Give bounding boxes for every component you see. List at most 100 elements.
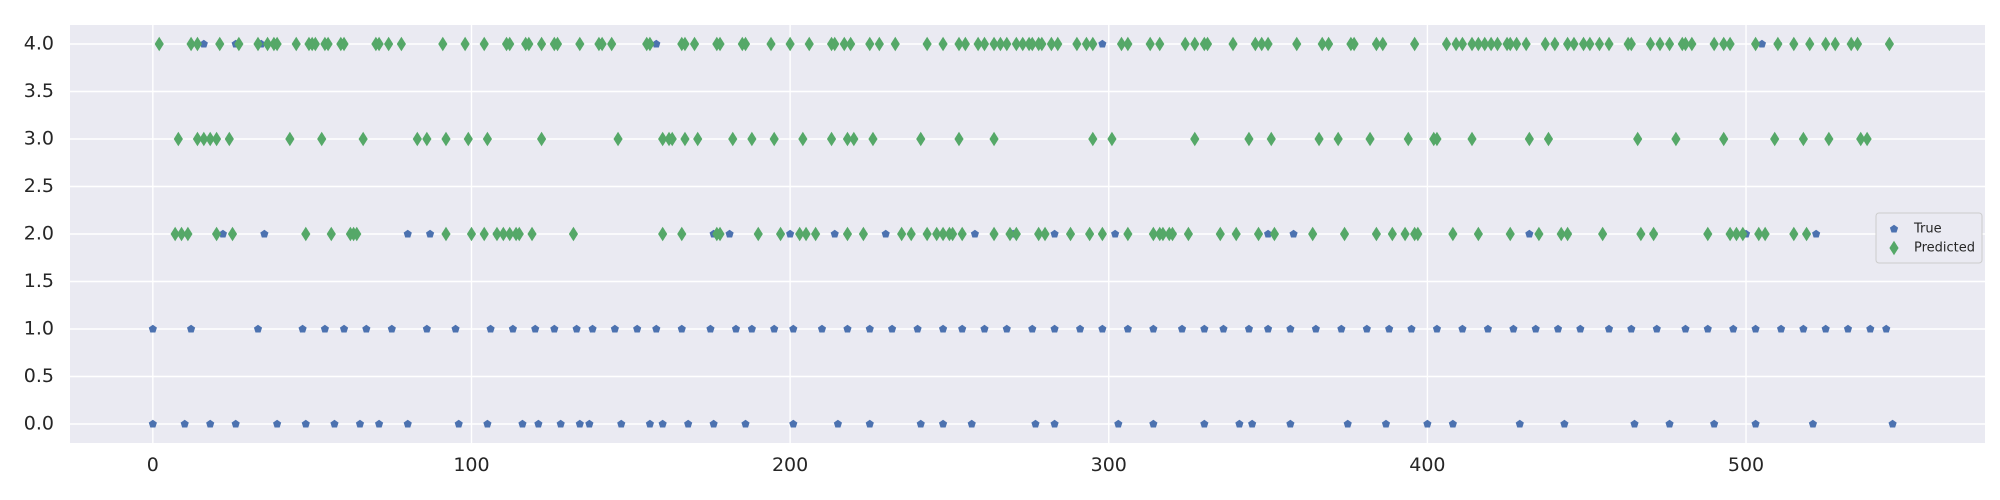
series-true <box>148 39 1897 428</box>
data-point-true <box>1729 324 1738 333</box>
data-point-predicted <box>1556 226 1566 242</box>
data-point-predicted <box>192 131 203 147</box>
data-point-predicted <box>1473 226 1483 242</box>
data-point-predicted <box>1770 131 1780 147</box>
data-point-predicted <box>842 226 853 242</box>
data-point-predicted <box>1731 226 1742 242</box>
data-point-true <box>684 419 693 428</box>
data-point-predicted <box>865 36 875 52</box>
data-point-true <box>148 324 157 333</box>
y-tick-label: 0.5 <box>24 365 54 387</box>
y-tick-label: 3.5 <box>24 80 54 102</box>
y-tick-label: 2.0 <box>24 223 54 245</box>
data-point-predicted <box>482 131 493 147</box>
data-point-true <box>1882 324 1891 333</box>
data-point-true <box>422 324 431 333</box>
data-point-true <box>1050 229 1059 238</box>
data-point-predicted <box>1037 36 1047 52</box>
data-point-true <box>1114 419 1123 428</box>
y-tick-label: 3.0 <box>24 128 54 150</box>
legend: True Predicted <box>1875 212 1983 264</box>
data-point-true <box>1751 324 1760 333</box>
data-point-true <box>1710 419 1719 428</box>
data-point-predicted <box>1046 36 1056 52</box>
data-point-predicted <box>479 36 489 52</box>
data-point-true <box>1050 419 1059 428</box>
data-point-predicted <box>227 226 238 242</box>
data-point-true <box>1515 419 1524 428</box>
data-point-true <box>1812 229 1821 238</box>
data-point-true <box>1776 324 1786 333</box>
data-point-predicted <box>932 226 942 242</box>
data-point-true <box>1483 324 1493 333</box>
data-point-predicted <box>1308 226 1318 242</box>
data-point-true <box>731 324 741 333</box>
data-point-predicted <box>1085 226 1095 242</box>
data-point-predicted <box>326 226 336 242</box>
data-point-predicted <box>1065 226 1076 242</box>
data-point-true <box>1123 324 1132 333</box>
data-point-true <box>1432 324 1442 333</box>
data-point-predicted <box>1403 131 1413 147</box>
x-tick-label: 300 <box>1091 454 1127 476</box>
data-point-predicted <box>1457 36 1468 52</box>
legend-item-true: True <box>1889 222 1942 237</box>
legend-marker-true <box>1889 224 1899 233</box>
data-point-true <box>1751 419 1760 428</box>
data-point-predicted <box>973 36 983 52</box>
data-point-predicted <box>957 226 967 242</box>
data-point-true <box>1553 324 1563 333</box>
data-point-predicted <box>775 226 786 242</box>
data-point-true <box>486 324 495 333</box>
data-point-true <box>1560 419 1569 428</box>
data-point-predicted <box>1269 226 1280 242</box>
data-point-true <box>585 419 594 428</box>
data-point-predicted <box>1649 226 1659 242</box>
data-point-predicted <box>1365 131 1375 147</box>
data-point-true <box>1665 419 1674 428</box>
data-point-predicted <box>438 36 448 52</box>
data-point-predicted <box>1480 36 1490 52</box>
data-point-predicted <box>826 131 837 147</box>
data-point-true <box>1244 324 1254 333</box>
data-point-predicted <box>192 36 203 52</box>
data-point-true <box>881 229 890 238</box>
data-point-predicted <box>1569 36 1579 52</box>
data-point-predicted <box>1884 36 1895 52</box>
data-point-predicted <box>938 36 948 52</box>
data-point-predicted <box>766 36 776 52</box>
data-point-predicted <box>1183 226 1194 242</box>
data-point-predicted <box>463 131 473 147</box>
data-point-true <box>967 419 976 428</box>
data-point-true <box>572 324 581 333</box>
data-point-true <box>725 229 734 238</box>
data-point-true <box>1448 419 1457 428</box>
data-point-predicted <box>1598 226 1608 242</box>
data-point-true <box>1652 324 1661 333</box>
data-point-predicted <box>677 226 687 242</box>
data-point-predicted <box>1862 131 1872 147</box>
data-point-predicted <box>1451 36 1461 52</box>
data-point-predicted <box>1011 36 1021 52</box>
data-point-predicted <box>1231 226 1241 242</box>
data-point-predicted <box>1594 36 1605 52</box>
data-point-true <box>830 229 839 238</box>
data-point-predicted <box>1725 36 1735 52</box>
data-point-predicted <box>215 36 225 52</box>
data-point-true <box>508 324 517 333</box>
data-point-predicted <box>811 226 821 242</box>
data-point-predicted <box>234 36 244 52</box>
data-point-predicted <box>1703 226 1713 242</box>
data-point-true <box>1509 324 1518 333</box>
data-point-predicted <box>1645 36 1656 52</box>
data-point-predicted <box>960 36 970 52</box>
data-point-predicted <box>1324 36 1334 52</box>
data-point-predicted <box>1333 131 1343 147</box>
data-point-predicted <box>1562 36 1573 52</box>
data-point-true <box>980 324 989 333</box>
legend-label-true: True <box>1913 222 1942 237</box>
data-point-predicted <box>680 36 690 52</box>
data-point-predicted <box>1801 226 1812 242</box>
data-point-predicted <box>804 36 814 52</box>
